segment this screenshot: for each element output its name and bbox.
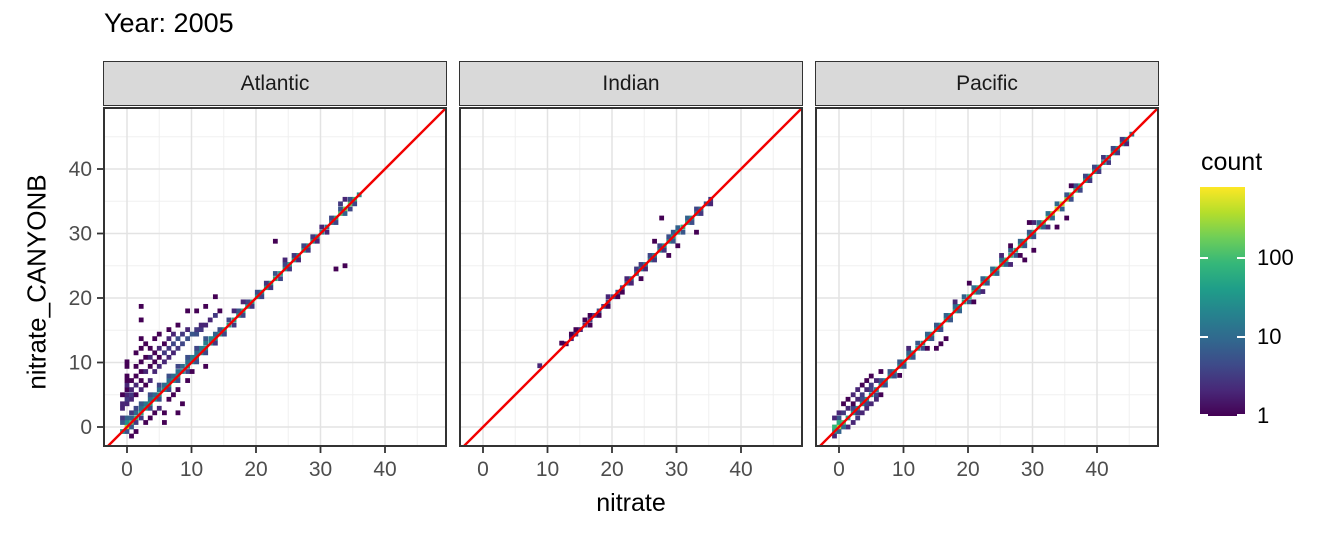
- x-axis-ticks: 0 10 20 30 40: [121, 447, 397, 481]
- svg-text:40: 40: [1085, 458, 1108, 481]
- legend-tick-mark: [1237, 335, 1245, 338]
- facet-panel-indian: 0 10 20 30 40: [459, 107, 803, 481]
- svg-text:0: 0: [121, 458, 133, 481]
- legend-tick-label: 1: [1257, 403, 1270, 428]
- svg-text:40: 40: [69, 158, 92, 181]
- facet-strip-indian: Indian: [459, 61, 803, 106]
- legend-tick-label: 10: [1257, 323, 1282, 349]
- x-axis-ticks: 0 10 20 30 40: [833, 447, 1109, 481]
- svg-text:20: 20: [69, 287, 92, 310]
- legend-tick-mark: [1237, 414, 1245, 416]
- svg-text:0: 0: [80, 416, 92, 439]
- svg-text:10: 10: [892, 458, 915, 481]
- plot-title: Year: 2005: [104, 8, 234, 38]
- svg-text:0: 0: [477, 458, 489, 481]
- svg-text:40: 40: [373, 458, 396, 481]
- identity-line: [106, 108, 446, 446]
- x-axis-ticks: 0 10 20 30 40: [477, 447, 753, 481]
- y-axis-title: nitrate_CANYONB: [21, 174, 52, 390]
- facet-strip-label: Atlantic: [240, 71, 310, 95]
- identity-line: [462, 108, 802, 446]
- facet-strip-pacific: Pacific: [815, 61, 1159, 106]
- svg-text:30: 30: [1021, 458, 1044, 481]
- facet-strip-atlantic: Atlantic: [103, 61, 447, 106]
- legend-tick-mark: [1200, 256, 1208, 259]
- facet-panel-pacific: 0 10 20 30 40: [815, 107, 1159, 481]
- facet-panel-atlantic: 0 10 20 30 40: [103, 107, 447, 481]
- svg-text:40: 40: [729, 458, 752, 481]
- svg-text:30: 30: [665, 458, 688, 481]
- svg-text:10: 10: [536, 458, 559, 481]
- svg-text:10: 10: [69, 352, 92, 375]
- legend-tick-mark: [1237, 256, 1245, 259]
- legend-tick-mark: [1200, 335, 1208, 338]
- x-axis-title: nitrate: [596, 489, 666, 517]
- svg-text:20: 20: [956, 458, 979, 481]
- legend-tick-label: 100: [1257, 244, 1294, 270]
- gridlines: [460, 108, 802, 446]
- gridlines: [104, 108, 446, 446]
- panel-border: [459, 107, 803, 447]
- svg-text:30: 30: [309, 458, 332, 481]
- svg-text:30: 30: [69, 223, 92, 246]
- panel-border: [815, 107, 1159, 447]
- svg-text:20: 20: [600, 458, 623, 481]
- legend-colorbar: [1200, 187, 1245, 416]
- legend-tick-mark: [1200, 414, 1208, 416]
- panel-border: [103, 107, 447, 447]
- identity-line: [818, 108, 1158, 446]
- facet-strip-label: Indian: [602, 71, 660, 95]
- svg-text:0: 0: [833, 458, 845, 481]
- y-axis: 0 10 20 30 40: [69, 158, 103, 439]
- svg-text:20: 20: [244, 458, 267, 481]
- facet-strip-label: Pacific: [956, 71, 1018, 95]
- legend-title: count: [1201, 148, 1263, 176]
- svg-text:10: 10: [180, 458, 203, 481]
